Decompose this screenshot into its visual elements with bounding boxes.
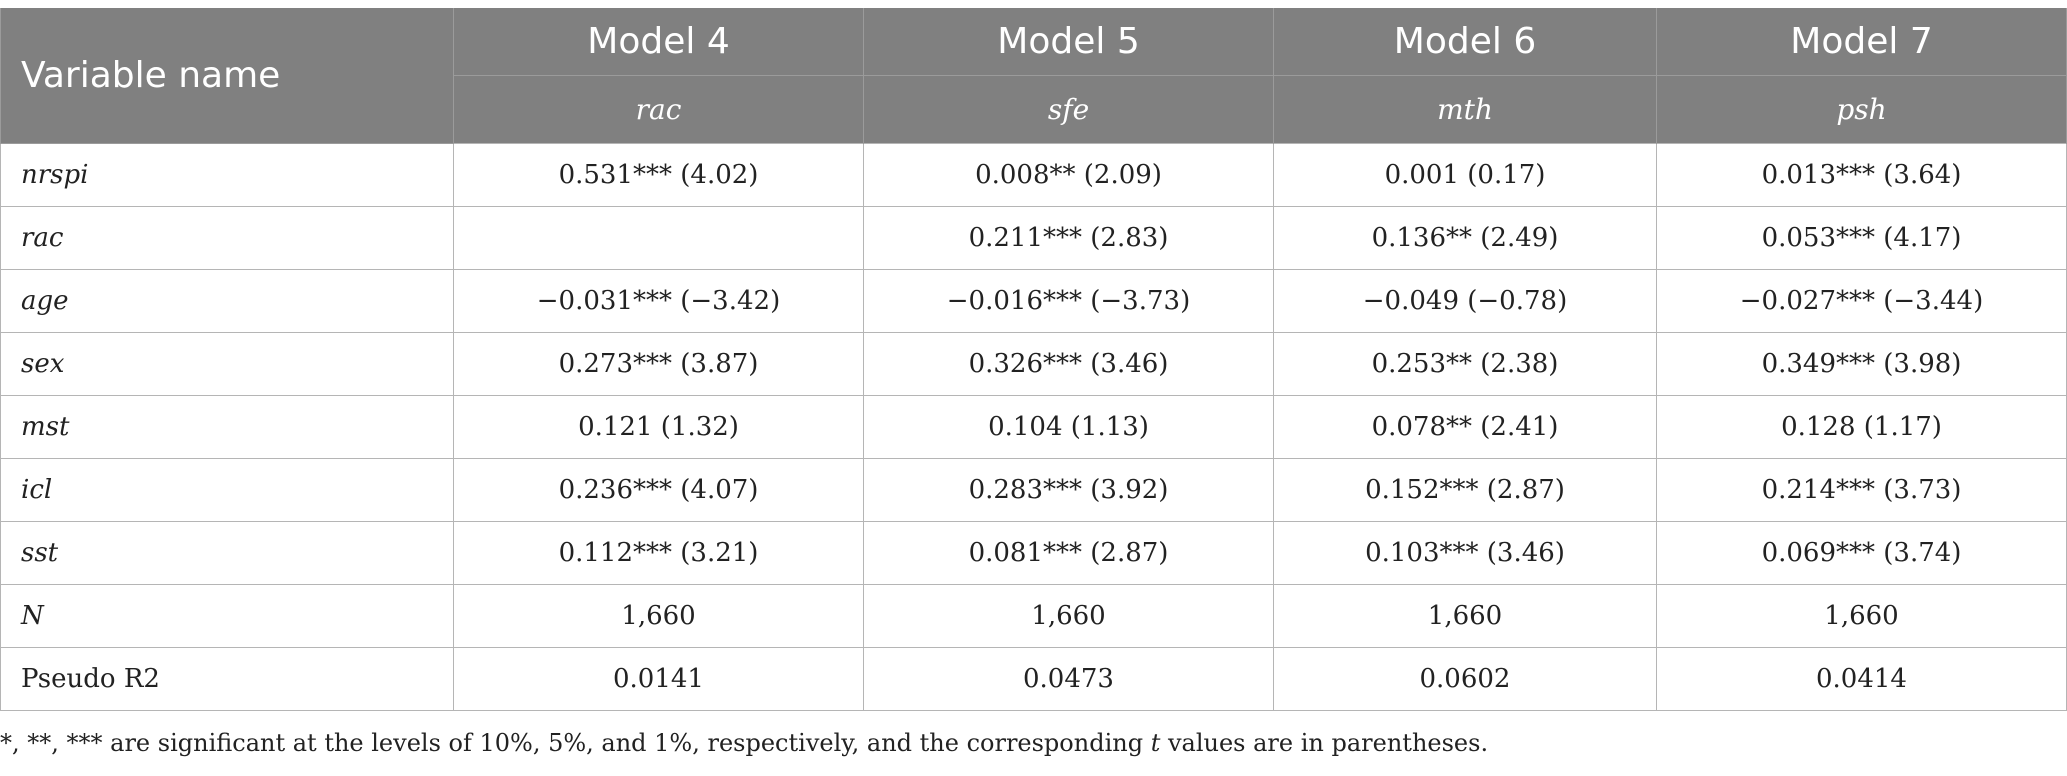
coefficient-cell: 0.0602 — [1273, 647, 1657, 711]
coefficient-cell: 0.112*** (3.21) — [453, 521, 864, 585]
table-row: rac 0.211*** (2.83) 0.136** (2.49) 0.053***… — [0, 206, 2067, 270]
coefficient-cell: 0.326*** (3.46) — [863, 332, 1274, 396]
coefficient-cell: 0.104 (1.13) — [863, 395, 1274, 459]
regression-table-container: Variable name Model 4 Model 5 Model 6 Mo… — [0, 8, 2067, 711]
variable-name-cell: icl — [0, 458, 454, 522]
coefficient-cell: 0.069*** (3.74) — [1656, 521, 2067, 585]
coefficient-cell: 0.081*** (2.87) — [863, 521, 1274, 585]
coefficient-cell: 0.214*** (3.73) — [1656, 458, 2067, 522]
coefficient-cell: 0.0414 — [1656, 647, 2067, 711]
table-header: Variable name Model 4 Model 5 Model 6 Mo… — [0, 8, 2067, 144]
coefficient-cell: 1,660 — [1273, 584, 1657, 648]
model-7-header: Model 7 — [1656, 8, 2067, 76]
variable-name-header: Variable name — [0, 8, 454, 144]
variable-name-cell: sex — [0, 332, 454, 396]
table-footnote: *, **, *** are significant at the levels… — [0, 729, 2066, 757]
header-row-models: Variable name Model 4 Model 5 Model 6 Mo… — [0, 8, 2067, 144]
regression-table: Variable name Model 4 Model 5 Model 6 Mo… — [0, 8, 2067, 711]
coefficient-cell: 0.121 (1.32) — [453, 395, 864, 459]
table-row: mst 0.121 (1.32) 0.104 (1.13) 0.078** (2.41… — [0, 395, 2067, 459]
dependent-rac-header: rac — [453, 75, 864, 144]
coefficient-cell: 1,660 — [863, 584, 1274, 648]
dependent-sfe-header: sfe — [863, 75, 1274, 144]
table-row: N 1,660 1,660 1,660 1,660 — [0, 584, 2067, 648]
model-5-header: Model 5 — [863, 8, 1274, 76]
coefficient-cell: 0.013*** (3.64) — [1656, 143, 2067, 207]
variable-name-cell: Pseudo R2 — [0, 647, 454, 711]
coefficient-cell: 1,660 — [1656, 584, 2067, 648]
table-row: age −0.031*** (−3.42) −0.016*** (−3.73) −0.… — [0, 269, 2067, 333]
coefficient-cell: 0.253** (2.38) — [1273, 332, 1657, 396]
table-row: Pseudo R2 0.0141 0.0473 0.0602 0.0414 — [0, 647, 2067, 711]
coefficient-cell: 0.008** (2.09) — [863, 143, 1274, 207]
variable-name-cell: N — [0, 584, 454, 648]
coefficient-cell: 1,660 — [453, 584, 864, 648]
coefficient-cell: 0.0473 — [863, 647, 1274, 711]
table-row: nrspi 0.531*** (4.02) 0.008** (2.09) 0.001 … — [0, 143, 2067, 207]
coefficient-cell: 0.236*** (4.07) — [453, 458, 864, 522]
coefficient-cell: 0.152*** (2.87) — [1273, 458, 1657, 522]
header-row-dependents: rac sfe mth psh — [1, 75, 2067, 144]
table-row: sst 0.112*** (3.21) 0.081*** (2.87) 0.103**… — [0, 521, 2067, 585]
coefficient-cell: 0.0141 — [453, 647, 864, 711]
coefficient-cell: 0.273*** (3.87) — [453, 332, 864, 396]
footnote-text-before: *, **, *** are significant at the levels… — [0, 729, 1151, 757]
model-4-header: Model 4 — [453, 8, 864, 76]
variable-name-cell: nrspi — [0, 143, 454, 207]
table-row: sex 0.273*** (3.87) 0.326*** (3.46) 0.253**… — [0, 332, 2067, 396]
variable-name-cell: rac — [0, 206, 454, 270]
coefficient-cell: −0.027*** (−3.44) — [1656, 269, 2067, 333]
dependent-psh-header: psh — [1656, 75, 2067, 144]
coefficient-cell: 0.136** (2.49) — [1273, 206, 1657, 270]
footnote-t-italic: t — [1150, 729, 1161, 757]
variable-name-cell: sst — [0, 521, 454, 585]
coefficient-cell: −0.016*** (−3.73) — [863, 269, 1274, 333]
coefficient-cell: 0.001 (0.17) — [1273, 143, 1657, 207]
dependent-mth-header: mth — [1273, 75, 1657, 144]
table-body: nrspi 0.531*** (4.02) 0.008** (2.09) 0.001 … — [0, 143, 2067, 711]
variable-name-cell: mst — [0, 395, 454, 459]
coefficient-cell: 0.078** (2.41) — [1273, 395, 1657, 459]
coefficient-cell: 0.211*** (2.83) — [863, 206, 1274, 270]
coefficient-cell: −0.049 (−0.78) — [1273, 269, 1657, 333]
coefficient-cell — [453, 206, 864, 270]
coefficient-cell: 0.128 (1.17) — [1656, 395, 2067, 459]
coefficient-cell: 0.053*** (4.17) — [1656, 206, 2067, 270]
coefficient-cell: 0.349*** (3.98) — [1656, 332, 2067, 396]
model-6-header: Model 6 — [1273, 8, 1657, 76]
table-row: icl 0.236*** (4.07) 0.283*** (3.92) 0.152**… — [0, 458, 2067, 522]
coefficient-cell: 0.531*** (4.02) — [453, 143, 864, 207]
variable-name-cell: age — [0, 269, 454, 333]
footnote-text-after: values are in parentheses. — [1160, 729, 1489, 757]
coefficient-cell: −0.031*** (−3.42) — [453, 269, 864, 333]
coefficient-cell: 0.103*** (3.46) — [1273, 521, 1657, 585]
coefficient-cell: 0.283*** (3.92) — [863, 458, 1274, 522]
